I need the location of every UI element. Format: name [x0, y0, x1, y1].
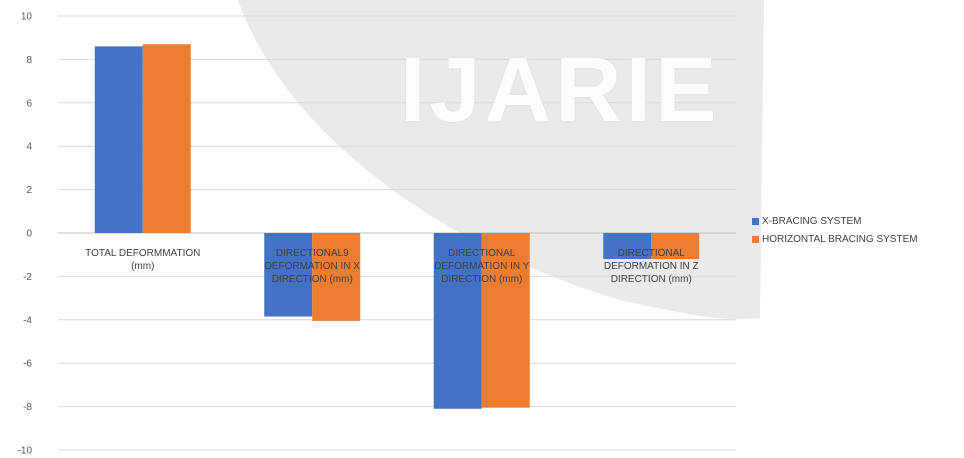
- y-tick-label: 0: [26, 229, 32, 240]
- bar-horizontal-bracing-0: [142, 44, 191, 234]
- bar-x-bracing-3: [603, 233, 652, 260]
- y-tick-label: 10: [21, 12, 33, 23]
- bar-horizontal-bracing-3: [651, 233, 700, 260]
- legend-item-horizontal-bracing: HORIZONTAL BRACING SYSTEM: [752, 230, 918, 248]
- y-tick-label: 6: [26, 98, 32, 109]
- category-label-0: TOTAL DEFORMMATION (mm): [85, 248, 200, 272]
- y-tick-label: -4: [23, 315, 32, 326]
- y-tick-label: -8: [23, 402, 32, 413]
- y-tick-label: 8: [26, 55, 32, 66]
- bar-x-bracing-2: [433, 233, 482, 409]
- y-axis-ticks: -10 -8 -6 -4 -2 0 2 4 6 8 10: [18, 12, 33, 457]
- category-label-3: DIRECTIONAL DEFORMATION IN Z DIRECTION (mm…: [604, 248, 699, 285]
- bar-horizontal-bracing-1: [312, 233, 361, 321]
- category-label-1: DIRECTIONAL9 DEFORMATION IN X DIRECTION (m…: [265, 248, 361, 285]
- y-tick-label: -6: [23, 359, 32, 370]
- legend-label-horizontal-bracing: HORIZONTAL BRACING SYSTEM: [762, 233, 918, 245]
- bars: [94, 44, 700, 409]
- legend: X-BRACING SYSTEM HORIZONTAL BRACING SYST…: [752, 212, 918, 248]
- category-label-2: DIRECTIONAL DEFORMATION IN Y DIRECTION (mm…: [434, 248, 530, 285]
- legend-swatch-x-bracing: [752, 217, 759, 225]
- bar-x-bracing-1: [264, 233, 313, 317]
- y-tick-label: 4: [26, 142, 32, 153]
- bar-horizontal-bracing-2: [481, 233, 530, 408]
- y-tick-label: 2: [26, 185, 32, 196]
- y-tick-label: -2: [23, 272, 32, 283]
- bar-x-bracing-0: [94, 46, 143, 233]
- y-tick-label: -10: [18, 446, 33, 457]
- legend-item-x-bracing: X-BRACING SYSTEM: [752, 212, 918, 230]
- category-labels: TOTAL DEFORMMATION (mm) DIRECTIONAL9 DEFORM…: [85, 248, 699, 285]
- legend-label-x-bracing: X-BRACING SYSTEM: [762, 215, 862, 227]
- legend-swatch-horizontal-bracing: [752, 235, 759, 243]
